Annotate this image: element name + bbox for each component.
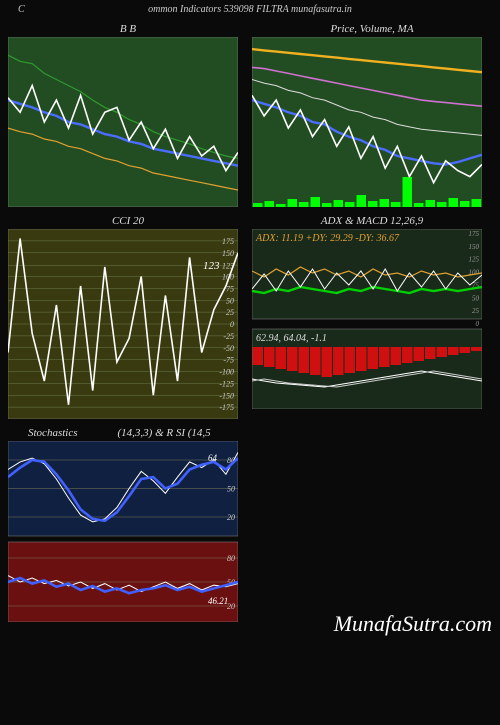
header-title: ommon Indicators 539098 FILTRA munafasut… <box>148 4 352 15</box>
svg-text:-150: -150 <box>219 391 234 400</box>
svg-text:-25: -25 <box>223 332 234 341</box>
panel-pma-title: Price, Volume, MA <box>252 19 492 37</box>
svg-text:0: 0 <box>476 320 480 328</box>
svg-text:-50: -50 <box>223 344 234 353</box>
svg-text:ADX: 11.19 +DY: 29.29 -DY: 36.: ADX: 11.19 +DY: 29.29 -DY: 36.67 <box>255 233 400 244</box>
chart-pma <box>252 37 482 207</box>
svg-text:75: 75 <box>226 284 234 293</box>
page-header: C ommon Indicators 539098 FILTRA munafas… <box>0 0 500 19</box>
svg-text:175: 175 <box>469 230 480 238</box>
svg-text:150: 150 <box>222 249 234 258</box>
panel-stoch: Stochastics (14,3,3) & R SI (14,5 80 50 20… <box>8 423 248 622</box>
panel-bb-title: B B <box>8 19 248 37</box>
panel-adx-title: ADX & MACD 12,26,9 <box>252 211 492 229</box>
header-c: C <box>18 4 25 15</box>
svg-text:123: 123 <box>203 260 220 272</box>
panel-pma: Price, Volume, MA <box>252 19 492 207</box>
svg-text:125: 125 <box>469 256 480 264</box>
chart-grid: B B Price, Volume, MA CCI 20 17515012310… <box>0 19 500 622</box>
svg-text:-125: -125 <box>219 379 234 388</box>
chart-bb <box>8 37 238 207</box>
panel-stoch-title: Stochastics (14,3,3) & R SI (14,5 <box>8 423 248 441</box>
svg-text:150: 150 <box>469 243 480 251</box>
panel-adx: ADX & MACD 12,26,9 1751501251007550250AD… <box>252 211 492 419</box>
svg-text:-75: -75 <box>223 356 234 365</box>
svg-text:-100: -100 <box>219 368 234 377</box>
stoch-title-right: (14,3,3) & R SI (14,5 <box>118 427 249 439</box>
svg-text:0: 0 <box>230 320 234 329</box>
panel-cci-title: CCI 20 <box>8 211 248 229</box>
watermark: MunafaSutra.com <box>334 611 492 637</box>
svg-text:50: 50 <box>227 485 235 494</box>
svg-text:50: 50 <box>472 294 480 302</box>
panel-cci: CCI 20 1751501231007550250-25-50-75-100-… <box>8 211 248 419</box>
svg-text:25: 25 <box>226 308 234 317</box>
svg-text:20: 20 <box>227 513 235 522</box>
chart-stoch: 8050206480502046.21 <box>8 441 238 622</box>
svg-text:80: 80 <box>227 554 235 563</box>
svg-text:25: 25 <box>472 307 480 315</box>
panel-bb: B B <box>8 19 248 207</box>
stoch-title-left: Stochastics <box>28 427 78 439</box>
chart-cci: 1751501231007550250-25-50-75-100-125-150… <box>8 229 238 419</box>
chart-adx: 1751501251007550250ADX: 11.19 +DY: 29.29… <box>252 229 482 409</box>
svg-text:62.94, 64.04, -1.1: 62.94, 64.04, -1.1 <box>256 333 327 344</box>
svg-text:64: 64 <box>208 453 218 463</box>
svg-text:-175: -175 <box>219 403 234 412</box>
svg-text:46.21: 46.21 <box>208 596 228 606</box>
svg-text:175: 175 <box>222 237 234 246</box>
svg-text:50: 50 <box>226 296 234 305</box>
